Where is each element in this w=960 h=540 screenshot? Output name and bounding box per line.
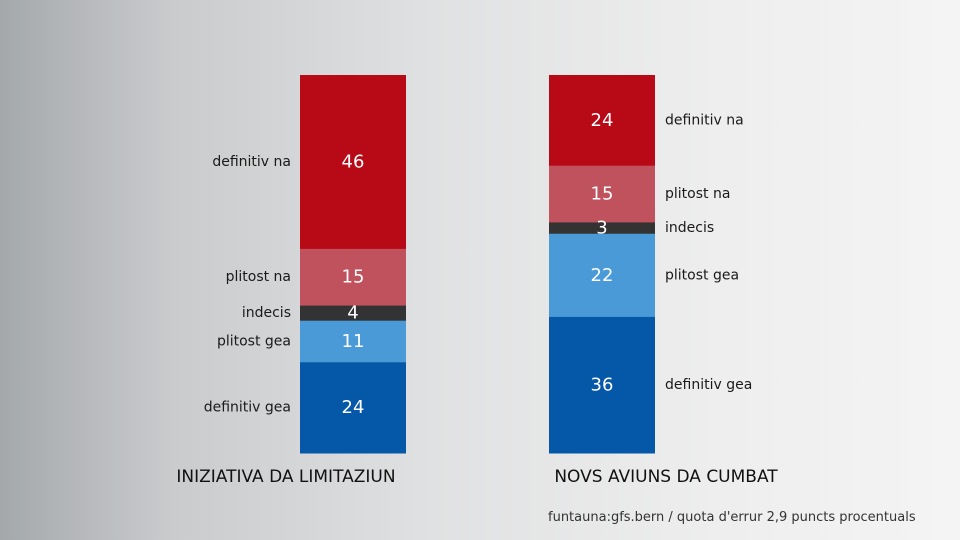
- bar-segment-plitost-gea: [300, 320, 406, 363]
- value-label: 22: [591, 265, 614, 286]
- bar-segment-definitiv-na: [300, 75, 406, 250]
- segment-label: definitiv gea: [204, 400, 291, 416]
- bar-segment-definitiv-gea: [300, 362, 406, 454]
- bar-segment-indecis: [549, 222, 655, 235]
- segment-label: definitiv na: [212, 154, 291, 170]
- value-label: 11: [342, 331, 365, 352]
- segment-label: indecis: [242, 305, 291, 321]
- bar-segment-plitost-na: [300, 248, 406, 307]
- value-label: 46: [342, 151, 365, 172]
- segment-label: plitost na: [226, 269, 291, 285]
- segment-label: plitost na: [665, 186, 730, 202]
- value-label: 36: [591, 374, 614, 395]
- source-note: funtauna:gfs.bern / quota d'errur 2,9 pu…: [548, 510, 916, 525]
- segment-label: definitiv na: [665, 112, 744, 128]
- value-label: 24: [342, 397, 365, 418]
- value-label: 15: [591, 184, 614, 205]
- segment-label: plitost gea: [665, 267, 739, 283]
- bar-segment-plitost-gea: [549, 233, 655, 318]
- chart-title: NOVS AVIUNS DA CUMBAT: [554, 467, 778, 487]
- bar-segment-plitost-na: [549, 165, 655, 223]
- bar-segment-definitiv-na: [549, 75, 655, 167]
- value-label: 24: [591, 110, 614, 131]
- bar-segment-definitiv-gea: [549, 316, 655, 454]
- value-label: 3: [596, 218, 607, 239]
- value-label: 4: [347, 303, 358, 324]
- chart-title: INIZIATIVA DA LIMITAZIUN: [176, 467, 395, 487]
- segment-label: definitiv gea: [665, 377, 752, 393]
- bar-segment-indecis: [300, 305, 406, 322]
- segment-label: plitost gea: [217, 333, 291, 349]
- value-label: 15: [342, 267, 365, 288]
- segment-label: indecis: [665, 220, 714, 236]
